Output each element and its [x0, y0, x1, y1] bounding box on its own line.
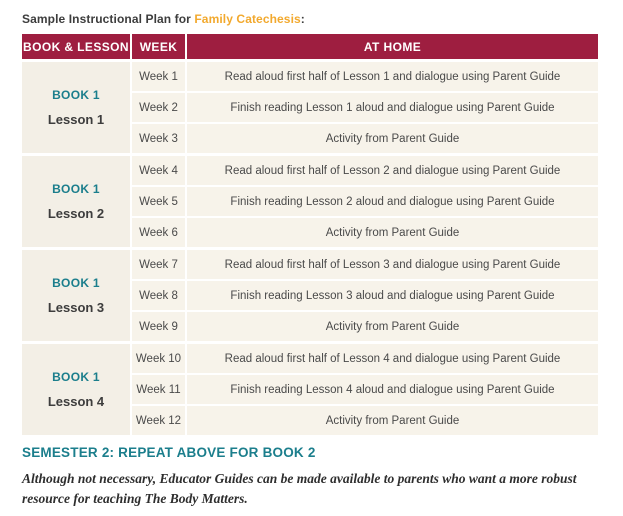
table-row: Week 11 Finish reading Lesson 4 aloud an…: [132, 375, 598, 404]
week-cell: Week 6: [132, 218, 185, 247]
group-rows: Week 1 Read aloud first half of Lesson 1…: [132, 62, 598, 153]
week-cell: Week 8: [132, 281, 185, 310]
header-at-home: AT HOME: [187, 34, 598, 59]
group-rows: Week 7 Read aloud first half of Lesson 3…: [132, 250, 598, 341]
at-home-cell: Finish reading Lesson 4 aloud and dialog…: [187, 375, 598, 404]
week-cell: Week 4: [132, 156, 185, 185]
educator-guides-footnote: Although not necessary, Educator Guides …: [22, 471, 577, 506]
table-row: Week 3 Activity from Parent Guide: [132, 124, 598, 153]
at-home-cell: Finish reading Lesson 3 aloud and dialog…: [187, 281, 598, 310]
week-cell: Week 12: [132, 406, 185, 435]
lesson-label: Lesson 1: [47, 112, 105, 127]
lesson-label: Lesson 2: [47, 206, 105, 221]
lesson-label: Lesson 4: [47, 394, 105, 409]
week-cell: Week 9: [132, 312, 185, 341]
table-row: Week 5 Finish reading Lesson 2 aloud and…: [132, 187, 598, 216]
page-title: Sample Instructional Plan for Family Cat…: [22, 12, 598, 26]
at-home-cell: Read aloud first half of Lesson 1 and di…: [187, 62, 598, 91]
week-cell: Week 11: [132, 375, 185, 404]
content-area: Sample Instructional Plan for Family Cat…: [22, 12, 598, 508]
group-rows: Week 10 Read aloud first half of Lesson …: [132, 344, 598, 435]
table-group-lesson-3: BOOK 1 Lesson 3 Week 7 Read aloud first …: [22, 250, 598, 341]
week-cell: Week 7: [132, 250, 185, 279]
at-home-cell: Activity from Parent Guide: [187, 124, 598, 153]
book-lesson-cell: BOOK 1 Lesson 1: [22, 62, 130, 153]
week-cell: Week 5: [132, 187, 185, 216]
week-cell: Week 10: [132, 344, 185, 373]
semester-2-heading: SEMESTER 2: REPEAT ABOVE FOR BOOK 2: [22, 445, 316, 460]
book-label: BOOK 1: [52, 182, 100, 196]
header-week: WEEK: [132, 34, 185, 59]
table-header-row: BOOK & LESSON WEEK AT HOME: [22, 34, 598, 59]
book-label: BOOK 1: [52, 370, 100, 384]
week-cell: Week 3: [132, 124, 185, 153]
book-lesson-cell: BOOK 1 Lesson 2: [22, 156, 130, 247]
at-home-cell: Finish reading Lesson 2 aloud and dialog…: [187, 187, 598, 216]
table-row: Week 7 Read aloud first half of Lesson 3…: [132, 250, 598, 279]
table-row: Week 8 Finish reading Lesson 3 aloud and…: [132, 281, 598, 310]
table-group-lesson-4: BOOK 1 Lesson 4 Week 10 Read aloud first…: [22, 344, 598, 435]
at-home-cell: Finish reading Lesson 1 aloud and dialog…: [187, 93, 598, 122]
book-label: BOOK 1: [52, 88, 100, 102]
table-row: Week 6 Activity from Parent Guide: [132, 218, 598, 247]
title-highlight: Family Catechesis: [194, 12, 301, 26]
header-book-lesson: BOOK & LESSON: [22, 34, 130, 59]
table-group-lesson-2: BOOK 1 Lesson 2 Week 4 Read aloud first …: [22, 156, 598, 247]
at-home-cell: Read aloud first half of Lesson 4 and di…: [187, 344, 598, 373]
book-lesson-cell: BOOK 1 Lesson 3: [22, 250, 130, 341]
lesson-label: Lesson 3: [47, 300, 105, 315]
week-cell: Week 2: [132, 93, 185, 122]
book-label: BOOK 1: [52, 276, 100, 290]
table-row: Week 12 Activity from Parent Guide: [132, 406, 598, 435]
at-home-cell: Read aloud first half of Lesson 2 and di…: [187, 156, 598, 185]
week-cell: Week 1: [132, 62, 185, 91]
book-lesson-cell: BOOK 1 Lesson 4: [22, 344, 130, 435]
table-row: Week 4 Read aloud first half of Lesson 2…: [132, 156, 598, 185]
instructional-plan-table: BOOK & LESSON WEEK AT HOME BOOK 1 Lesson…: [22, 34, 598, 435]
at-home-cell: Activity from Parent Guide: [187, 218, 598, 247]
title-prefix: Sample Instructional Plan for: [22, 12, 191, 26]
at-home-cell: Read aloud first half of Lesson 3 and di…: [187, 250, 598, 279]
at-home-cell: Activity from Parent Guide: [187, 406, 598, 435]
title-suffix: :: [300, 12, 305, 26]
group-rows: Week 4 Read aloud first half of Lesson 2…: [132, 156, 598, 247]
table-row: Week 2 Finish reading Lesson 1 aloud and…: [132, 93, 598, 122]
at-home-cell: Activity from Parent Guide: [187, 312, 598, 341]
table-row: Week 10 Read aloud first half of Lesson …: [132, 344, 598, 373]
table-row: Week 9 Activity from Parent Guide: [132, 312, 598, 341]
table-group-lesson-1: BOOK 1 Lesson 1 Week 1 Read aloud first …: [22, 62, 598, 153]
table-row: Week 1 Read aloud first half of Lesson 1…: [132, 62, 598, 91]
